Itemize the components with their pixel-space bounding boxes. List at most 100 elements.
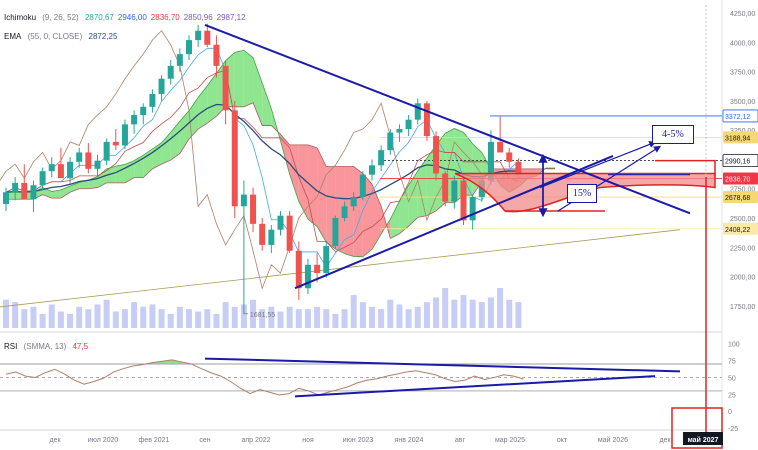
price-tick: 2000,00 [730, 275, 755, 282]
candle-body [350, 196, 357, 207]
ichimoku-cloud-segment [307, 144, 318, 227]
ichimoku-cloud-segment [115, 164, 125, 183]
candle [213, 35, 220, 78]
ema-value: 2872,25 [88, 32, 118, 41]
volume-bar [67, 313, 74, 328]
x-tick-highlight-text: май 2027 [688, 436, 719, 444]
candle-body [30, 185, 37, 200]
price-label-bg [722, 109, 758, 123]
candle [195, 24, 202, 48]
candle [277, 210, 284, 236]
volume-bar [21, 309, 28, 328]
price-label: 2678,68 [723, 191, 758, 204]
candle [186, 35, 192, 61]
candle [121, 119, 128, 149]
triangle-upper-line [204, 23, 691, 215]
candle-body [506, 152, 513, 162]
price-tick: 1750,00 [730, 304, 755, 311]
candle [314, 253, 321, 283]
ichimoku-cloud-segment [289, 144, 299, 202]
rsi-upper-trend [204, 357, 681, 373]
candle [396, 124, 403, 142]
volume-bar [286, 306, 293, 328]
ichimoku-cloud-segment [344, 166, 354, 257]
candle [405, 115, 412, 137]
ichimoku-cloud-segment [179, 110, 189, 154]
low-marker-label: 1681,55 [250, 312, 275, 319]
ichimoku-cloud-segment [51, 189, 61, 199]
candle-body [332, 217, 339, 247]
candle [350, 192, 357, 211]
ema-params: (55, 0, CLOSE) [27, 32, 83, 41]
ichimoku-cloud-segment [280, 134, 290, 175]
candle-body [67, 161, 74, 179]
ichimoku-title: Ichimoku [4, 13, 37, 22]
x-tick: июн 2023 [343, 437, 374, 444]
candle [442, 171, 449, 207]
candle-body [369, 165, 375, 175]
volume-bar [487, 297, 494, 328]
candle-body [39, 171, 46, 186]
ichimoku-conversion-line [5, 47, 519, 268]
volume-bar [414, 306, 421, 328]
candle [39, 167, 46, 190]
candle-body [469, 196, 476, 221]
candle-body [515, 161, 522, 175]
volume-bar [222, 302, 229, 328]
volume-bar [304, 309, 311, 328]
candle [48, 157, 55, 178]
volume-bar [231, 306, 238, 328]
candle [76, 147, 83, 168]
volume-bar [433, 297, 440, 328]
candle-body [121, 124, 128, 146]
ichimoku-value-4: 2987,12 [216, 13, 246, 22]
ichimoku-cloud-segment [42, 187, 52, 199]
price-label: 2990,16 [722, 154, 758, 168]
candle-body [323, 246, 330, 273]
candle-body [140, 106, 147, 116]
volume-bar [131, 302, 138, 328]
percent-box-small: 15% [567, 184, 597, 203]
price-label-bg [723, 131, 758, 144]
volume-bar [323, 309, 330, 328]
candle [506, 147, 513, 168]
rsi-tick: 100 [728, 342, 740, 349]
price-label: 2836,70 [723, 172, 758, 185]
candle-body [359, 174, 366, 197]
volume-bar [204, 309, 211, 328]
candle [67, 157, 74, 185]
candle-body [277, 215, 284, 230]
candle-body [186, 40, 192, 55]
volume-bar [405, 309, 412, 328]
price-label-bg [723, 191, 758, 204]
ema-legend: EMA (55, 0, CLOSE) 2872,25 [4, 31, 121, 42]
candle [359, 171, 366, 201]
rsi-tick: 0 [728, 409, 732, 416]
volume-bar [451, 299, 458, 328]
candle [57, 147, 64, 179]
red-highlight-box [671, 407, 723, 449]
volume-bar [186, 309, 192, 328]
x-tick: апр 2022 [241, 437, 270, 444]
volume-bar [195, 311, 202, 328]
candle-body [341, 206, 348, 218]
x-tick: фев 2021 [139, 437, 170, 444]
rsi-tick: 50 [728, 375, 736, 382]
candle-body [176, 54, 183, 66]
volume-bar [350, 295, 357, 328]
rsi-lower-trend [294, 375, 656, 398]
candle-body [295, 250, 302, 289]
ichimoku-value-0: 2870,67 [84, 13, 114, 22]
ichimoku-cloud-segment [317, 147, 327, 243]
candle-body [213, 44, 220, 66]
candle-body [387, 132, 394, 151]
arrow-to-large-box-1 [539, 141, 657, 189]
candle-body [423, 103, 430, 137]
volume-bar [121, 309, 128, 328]
volume-bar [112, 311, 119, 328]
price-label-bg [723, 172, 758, 185]
candle [378, 145, 385, 172]
ichimoku-cloud-segment [417, 158, 427, 218]
price-label-bg [722, 154, 758, 168]
